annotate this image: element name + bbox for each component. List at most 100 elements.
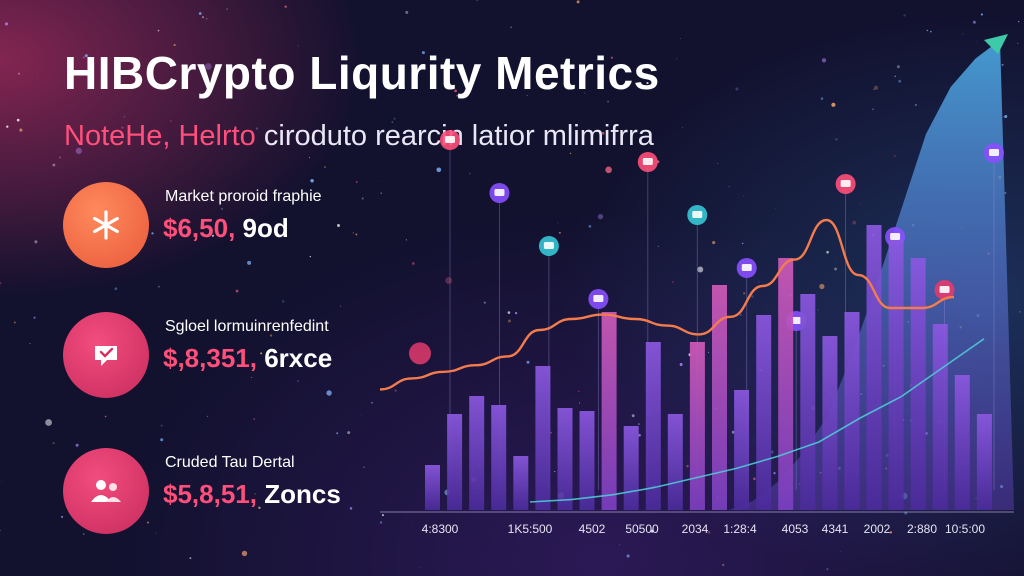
bar (888, 240, 904, 510)
metric-card-market: Market proroid fraphie $6,50, 9od (63, 182, 393, 272)
star (337, 224, 340, 227)
star (510, 26, 512, 29)
bar (822, 336, 838, 510)
star (650, 529, 654, 533)
x-tick-label: 2034 (682, 522, 709, 536)
star (421, 51, 425, 55)
bar (579, 411, 595, 510)
star (201, 16, 205, 19)
star (255, 127, 259, 130)
star (146, 521, 150, 524)
star (770, 450, 774, 454)
star (405, 10, 409, 14)
metric-circle (63, 312, 149, 398)
star (205, 17, 208, 20)
star (619, 544, 621, 546)
star (160, 424, 163, 427)
star (601, 131, 605, 135)
star (206, 415, 209, 418)
star (751, 295, 754, 298)
star (817, 309, 819, 311)
star (52, 163, 56, 167)
star (211, 234, 215, 237)
star (707, 530, 711, 534)
star (644, 326, 646, 328)
star (258, 506, 261, 509)
star (211, 136, 213, 138)
star (160, 438, 164, 442)
shopping-bag-icon (409, 342, 431, 365)
star (393, 117, 396, 120)
bar (623, 426, 639, 510)
star (10, 142, 11, 144)
star (381, 514, 384, 517)
star (873, 88, 875, 90)
star (831, 102, 836, 107)
star (728, 186, 730, 188)
star (6, 125, 9, 128)
bar (976, 414, 992, 510)
chat-bubble-icon (95, 346, 117, 366)
star (84, 54, 88, 58)
star (860, 202, 862, 205)
star (324, 166, 326, 168)
shop-icon (934, 280, 955, 300)
star (686, 464, 689, 468)
star (104, 415, 107, 418)
star (492, 130, 493, 131)
bar (932, 324, 948, 510)
star (637, 423, 640, 426)
star (45, 419, 52, 426)
star (507, 319, 511, 323)
star (251, 377, 253, 379)
metric-circle (63, 182, 149, 268)
star (874, 85, 879, 90)
bar (425, 465, 440, 510)
bar (469, 396, 485, 510)
star (1016, 42, 1019, 45)
star (355, 181, 358, 183)
star (260, 352, 263, 355)
metric-circle (63, 448, 149, 534)
star (19, 128, 23, 132)
star (758, 281, 760, 283)
star (347, 431, 351, 435)
star (17, 72, 21, 75)
star (284, 5, 287, 8)
star (411, 262, 415, 265)
star (75, 443, 79, 447)
star (52, 441, 55, 445)
star (454, 89, 457, 93)
star (735, 87, 739, 91)
star (87, 61, 90, 64)
star (554, 471, 556, 473)
star (631, 414, 635, 418)
star (707, 351, 710, 354)
star (731, 430, 735, 434)
bar (800, 294, 816, 510)
star (297, 45, 299, 47)
star (980, 13, 983, 16)
star (83, 533, 85, 535)
star (456, 94, 459, 97)
star (355, 233, 358, 236)
star (896, 65, 900, 69)
x-tick-label: 4341 (822, 522, 849, 536)
star (170, 120, 172, 122)
triangle-icon (538, 236, 559, 256)
bar (447, 414, 463, 510)
star (123, 116, 125, 118)
star (59, 156, 61, 159)
star (819, 283, 825, 290)
star (559, 231, 561, 234)
star (679, 363, 683, 366)
tag-icon (835, 174, 856, 194)
star (189, 557, 192, 560)
wallet-icon (588, 289, 609, 309)
metric-card-traded: Cruded Tau Dertal $5,8,51, Zoncs (63, 448, 393, 538)
star (379, 521, 383, 524)
star (1001, 63, 1004, 66)
star (157, 29, 160, 32)
page-title: HIBCrypto Liqurity Metrics (64, 47, 660, 99)
star (657, 245, 659, 247)
